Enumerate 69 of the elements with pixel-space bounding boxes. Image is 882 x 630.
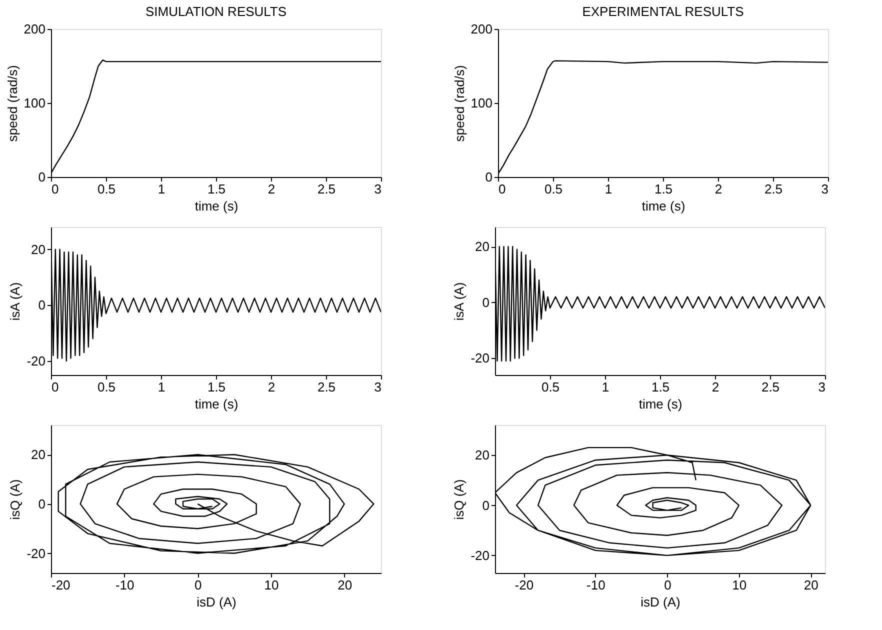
x-tick-label: 3 — [374, 380, 382, 394]
x-tick-label: 20 — [804, 578, 818, 592]
y-tick-label: 200 — [24, 22, 46, 36]
y-axis-title: isA (A) — [8, 282, 23, 321]
y-tick-label: 20 — [31, 447, 46, 462]
x-axis-title: time (s) — [194, 396, 238, 412]
x-tick-label: 0.5 — [544, 182, 563, 196]
y-tick-label: -20 — [470, 548, 490, 563]
y-tick-label: 100 — [470, 96, 492, 110]
y-axis-title: isA (A) — [452, 282, 467, 321]
x-tick-label: 10 — [732, 578, 747, 592]
x-tick-label: 1 — [158, 182, 166, 196]
x-tick-label: 2.5 — [317, 380, 336, 394]
x-tick-label: 0.5 — [97, 182, 116, 196]
x-tick-label: 2 — [268, 380, 276, 394]
y-tick-label: -20 — [470, 350, 490, 366]
x-tick-label: 20 — [338, 578, 352, 592]
x-tick-label: 0.5 — [97, 380, 116, 394]
y-tick-label: -20 — [26, 354, 46, 369]
x-tick-label: 2.5 — [317, 182, 336, 196]
x-tick-label: 10 — [264, 578, 279, 592]
y-tick-label: 20 — [475, 448, 490, 463]
x-axis-title: isD (A) — [640, 594, 680, 610]
x-tick-label: -10 — [115, 578, 134, 592]
x-tick-label: -10 — [586, 578, 606, 592]
x-axis-title: time (s) — [642, 198, 686, 214]
x-axis-title: time (s) — [194, 198, 238, 214]
x-tick-label: 1.5 — [654, 182, 673, 196]
x-tick-label: 0 — [194, 578, 202, 592]
chart-title: SIMULATION RESULTS — [145, 4, 287, 19]
x-tick-label: 0 — [498, 182, 506, 196]
y-tick-label: 200 — [470, 22, 492, 36]
x-tick-label: -20 — [514, 578, 534, 592]
x-tick-label: 0 — [664, 578, 672, 592]
y-axis-title: isQ (A) — [8, 479, 23, 520]
x-axis-title: time (s) — [638, 396, 682, 412]
x-tick-label: 2.5 — [764, 182, 783, 196]
x-tick-label: 1 — [602, 380, 610, 394]
chart-title: EXPERIMENTAL RESULTS — [582, 4, 744, 19]
x-axis-title: isD (A) — [196, 594, 236, 610]
y-tick-label: 20 — [475, 239, 490, 254]
y-tick-label: 0 — [485, 170, 492, 184]
x-tick-label: -20 — [52, 578, 70, 592]
x-tick-label: 2.5 — [761, 380, 780, 394]
x-tick-label: 2 — [712, 380, 720, 394]
y-tick-label: 0 — [38, 298, 46, 313]
y-tick-label: 20 — [31, 242, 46, 257]
y-tick-label: 100 — [24, 96, 46, 110]
x-tick-label: 1 — [604, 182, 612, 196]
y-tick-label: -20 — [26, 546, 46, 561]
y-tick-label: 0 — [38, 170, 46, 184]
y-axis-title: speed (rad/s) — [452, 65, 467, 142]
x-tick-label: 1.5 — [651, 380, 670, 394]
x-tick-label: 1 — [158, 380, 166, 394]
x-tick-label: 3 — [374, 182, 382, 196]
y-axis-title: speed (rad/s) — [4, 65, 20, 142]
x-tick-label: 0 — [52, 182, 59, 196]
x-tick-label: 1.5 — [207, 182, 226, 196]
x-tick-label: 2 — [268, 182, 276, 196]
x-tick-label: 0 — [52, 380, 59, 394]
y-tick-label: 0 — [482, 294, 490, 310]
x-tick-label: 0.5 — [541, 380, 560, 394]
y-tick-label: 0 — [482, 498, 490, 513]
x-tick-label: 1.5 — [207, 380, 226, 394]
x-tick-label: 3 — [818, 380, 826, 394]
y-tick-label: 0 — [38, 496, 46, 512]
x-tick-label: 3 — [821, 182, 828, 196]
y-axis-title: isQ (A) — [452, 479, 467, 520]
x-tick-label: 2 — [714, 182, 722, 196]
